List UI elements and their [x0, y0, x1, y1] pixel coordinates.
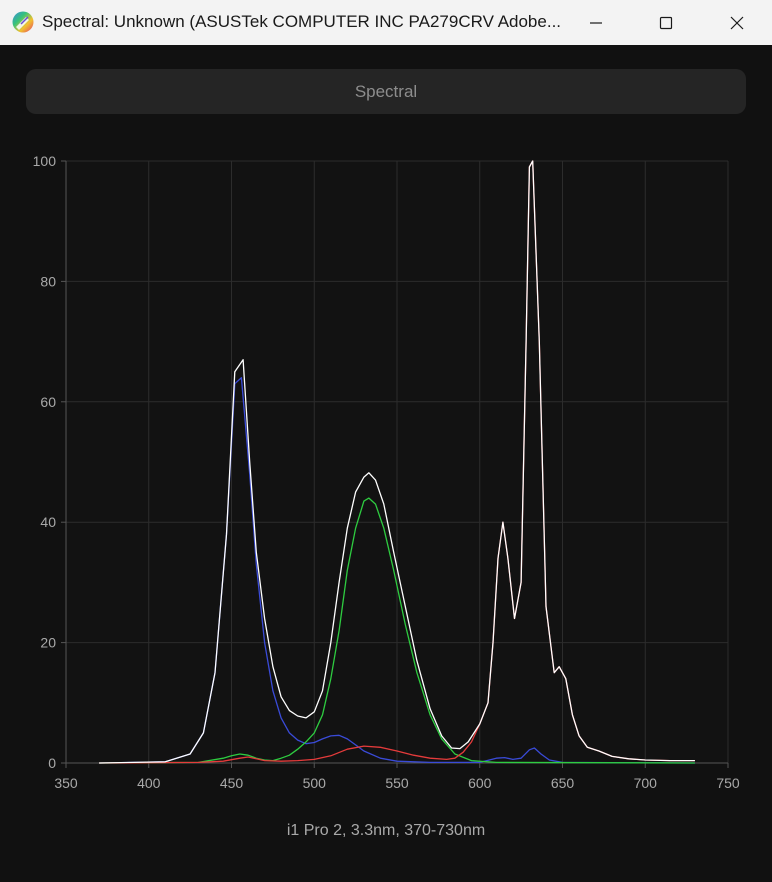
y-tick-label: 40: [40, 514, 56, 530]
y-tick-label: 60: [40, 394, 56, 410]
series-line: [99, 497, 695, 764]
spectral-chart: 350 400 450 500 550 600 650 700 750 0 20 40 60 80 100: [33, 153, 740, 791]
x-tick-label: 650: [551, 775, 575, 791]
app-icon: [12, 11, 34, 33]
x-tick-label: 400: [137, 775, 161, 791]
header-label: Spectral: [354, 81, 418, 101]
maximize-icon: [659, 16, 673, 29]
y-tick-label: 80: [40, 273, 56, 289]
instrument-caption: i1 Pro 2, 3.3nm, 370-730nm: [286, 822, 486, 839]
minimize-icon: [590, 21, 602, 24]
x-tick-label: 700: [634, 775, 658, 791]
minimize-button[interactable]: [561, 0, 631, 45]
title-bar[interactable]: Spectral: Unknown (ASUSTek COMPUTER INC …: [0, 0, 772, 45]
maximize-button[interactable]: [631, 0, 701, 45]
y-tick-label: 20: [40, 635, 56, 651]
x-tick-label: 600: [468, 775, 492, 791]
series-line: [99, 160, 695, 764]
x-tick-label: 350: [54, 775, 78, 791]
close-icon: [730, 16, 744, 29]
x-tick-label: 500: [303, 775, 327, 791]
y-tick-label: 0: [48, 755, 56, 771]
spectral-header-button[interactable]: Spectral: [26, 69, 746, 114]
close-button[interactable]: [702, 0, 772, 45]
window-title: Spectral: Unknown (ASUSTek COMPUTER INC …: [42, 12, 562, 31]
x-tick-label: 450: [220, 775, 244, 791]
x-tick-label: 750: [716, 775, 740, 791]
x-tick-label: 550: [385, 775, 409, 791]
y-tick-label: 100: [33, 153, 57, 169]
